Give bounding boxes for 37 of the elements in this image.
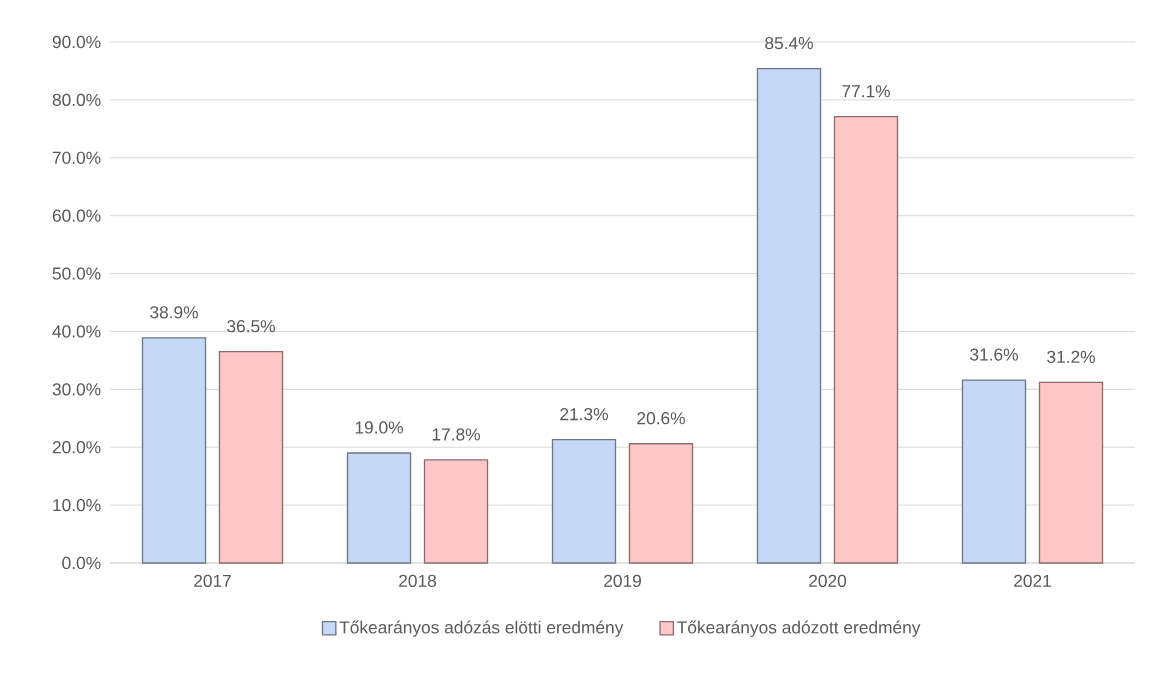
y-tick-label: 0.0%	[62, 556, 101, 570]
bar	[1038, 381, 1104, 564]
data-label: 31.2%	[1047, 350, 1095, 363]
bar	[423, 459, 489, 564]
y-tick-label: 10.0%	[53, 498, 101, 512]
x-tick-label: 2021	[1014, 574, 1051, 587]
bar	[218, 351, 284, 564]
data-label: 77.1%	[842, 85, 890, 98]
bar	[346, 452, 412, 564]
data-label: 31.6%	[970, 348, 1018, 361]
bar	[833, 116, 899, 564]
y-tick-label: 90.0%	[52, 35, 101, 49]
x-tick-label: 2020	[809, 574, 847, 587]
x-tick-label: 2017	[194, 574, 231, 587]
y-tick-label: 80.0%	[52, 93, 101, 107]
bar	[141, 337, 207, 564]
data-label: 20.6%	[637, 412, 685, 425]
bar	[961, 379, 1027, 564]
y-tick-label: 70.0%	[52, 151, 101, 164]
bar	[628, 443, 694, 564]
data-label: 17.8%	[432, 428, 480, 441]
y-tick-label: 60.0%	[52, 209, 101, 222]
y-tick-label: 50.0%	[52, 267, 101, 280]
data-label: 85.4%	[765, 36, 813, 50]
data-label: 19.0%	[355, 421, 403, 434]
bar	[551, 439, 617, 564]
data-label: 21.3%	[560, 408, 608, 421]
legend-label: Tőkearányos adózás elötti eredmény	[339, 620, 624, 637]
legend-label: Tőkearányos adózott eredmény	[677, 620, 921, 637]
y-tick-label: 40.0%	[52, 325, 101, 338]
data-label: 38.9%	[150, 306, 198, 319]
data-label: 36.5%	[227, 320, 275, 333]
bar	[756, 67, 822, 564]
x-tick-label: 2018	[399, 574, 437, 587]
y-tick-label: 30.0%	[52, 383, 101, 396]
x-tick-label: 2019	[604, 574, 641, 587]
y-tick-label: 20.0%	[52, 441, 101, 454]
